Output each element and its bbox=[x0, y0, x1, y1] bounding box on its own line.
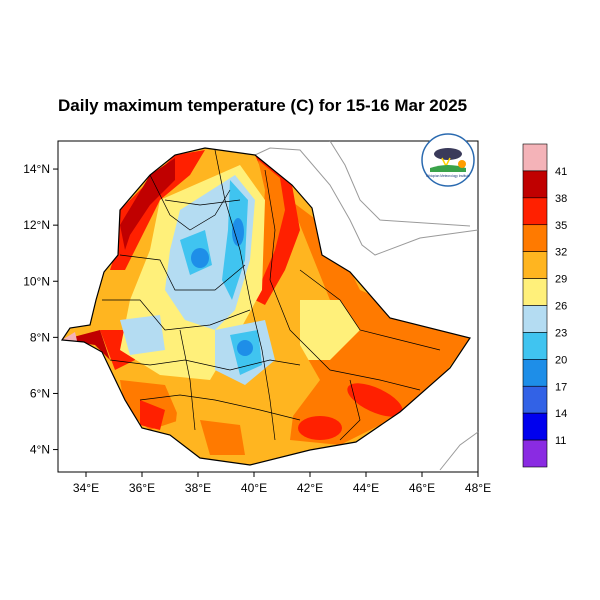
colorbar-swatch bbox=[522, 385, 548, 414]
x-tick-label: 38°E bbox=[185, 481, 211, 495]
colorbar-swatch bbox=[522, 332, 548, 360]
colorbar-swatch bbox=[522, 170, 548, 199]
colorbar-swatch bbox=[522, 305, 548, 333]
institute-logo: Ethiopian Meteorology Institute bbox=[421, 133, 475, 187]
colorbar-swatch bbox=[522, 197, 548, 226]
colorbar-swatch bbox=[522, 278, 548, 306]
x-tick-label: 34°E bbox=[73, 481, 99, 495]
colorbar-label: 23 bbox=[555, 327, 567, 339]
colorbar-label: 20 bbox=[555, 354, 567, 366]
colorbar-label: 41 bbox=[555, 166, 567, 178]
y-tick-label: 12°N bbox=[23, 218, 50, 232]
colorbar-label: 26 bbox=[555, 301, 567, 313]
colorbar-label: 38 bbox=[555, 193, 567, 205]
y-tick-label: 4°N bbox=[30, 443, 50, 457]
colorbar-swatch bbox=[522, 143, 548, 172]
x-axis: 34°E 36°E 38°E 40°E 42°E 44°E 46°E 48°E bbox=[73, 472, 491, 495]
x-tick-label: 46°E bbox=[409, 481, 435, 495]
colorbar-label: 14 bbox=[555, 408, 567, 420]
colorbar-swatch bbox=[522, 412, 548, 441]
x-tick-label: 44°E bbox=[353, 481, 379, 495]
neighbor-borders bbox=[254, 140, 479, 471]
ethiopia-outline bbox=[60, 147, 471, 466]
x-tick-label: 48°E bbox=[465, 481, 491, 495]
y-tick-label: 10°N bbox=[23, 274, 50, 288]
colorbar-label: 35 bbox=[555, 220, 567, 232]
x-tick-label: 40°E bbox=[241, 481, 267, 495]
y-tick-label: 14°N bbox=[23, 162, 50, 176]
colorbar-label: 17 bbox=[555, 381, 567, 393]
colorbar-label: 32 bbox=[555, 247, 567, 259]
colorbar-label: 11 bbox=[555, 435, 566, 447]
x-tick-label: 42°E bbox=[297, 481, 323, 495]
admin-borders bbox=[102, 149, 441, 441]
logo-text: Ethiopian Meteorology Institute bbox=[426, 174, 470, 178]
colorbar-swatch bbox=[522, 224, 548, 252]
colorbar-label: 29 bbox=[555, 274, 567, 286]
colorbar: 41 38 35 32 29 26 23 20 17 14 11 bbox=[522, 143, 567, 468]
colorbar-swatch bbox=[522, 439, 548, 468]
y-tick-label: 8°N bbox=[30, 330, 50, 344]
y-axis: 14°N 12°N 10°N 8°N 6°N 4°N bbox=[23, 162, 58, 457]
map-title: Daily maximum temperature (C) for 15-16 … bbox=[58, 96, 468, 115]
y-tick-label: 6°N bbox=[30, 386, 50, 400]
x-tick-label: 36°E bbox=[129, 481, 155, 495]
colorbar-swatch bbox=[522, 251, 548, 279]
colorbar-swatch bbox=[522, 359, 548, 387]
